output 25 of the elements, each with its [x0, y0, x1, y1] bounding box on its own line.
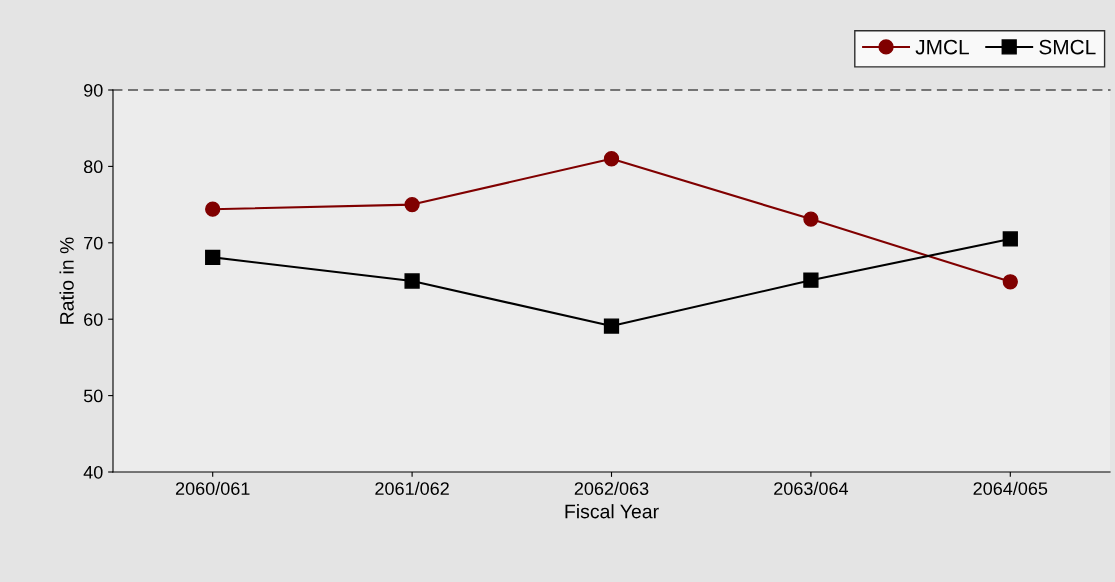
x-axis-title: Fiscal Year — [565, 504, 659, 519]
x-tick-label: 2062/063 — [574, 481, 649, 495]
point — [205, 249, 221, 265]
y-tick-label: 40 — [83, 465, 103, 479]
x-tick-label: 2060/061 — [175, 481, 250, 495]
y-tick-label: 90 — [84, 83, 103, 97]
y-tick-label: 50 — [83, 389, 103, 403]
point — [803, 272, 819, 288]
y-tick-label: 70 — [84, 236, 103, 250]
legend-label: SMCL — [1039, 39, 1096, 55]
y-axis-title: Ratio in % — [59, 237, 74, 324]
x-tick-label: 2063/064 — [774, 481, 849, 495]
point — [404, 273, 420, 289]
x-tick-label: 2061/062 — [375, 481, 449, 495]
point — [404, 196, 420, 213]
point — [205, 201, 221, 217]
point — [603, 151, 620, 167]
point — [1002, 274, 1018, 290]
y-tick-label: 60 — [84, 313, 103, 326]
point — [803, 211, 819, 227]
y-tick-label: 80 — [83, 160, 103, 174]
x-tick-label: 2064/065 — [973, 481, 1048, 495]
point — [1002, 231, 1018, 247]
point — [603, 318, 620, 334]
legend-label: JMCL — [915, 39, 969, 55]
